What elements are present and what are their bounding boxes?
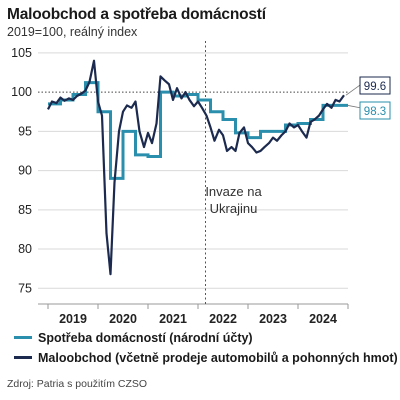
end-label-leader <box>345 84 361 96</box>
chart-subtitle: 2019=100, reálný index <box>7 25 138 39</box>
end-label-box-consumption <box>359 101 391 120</box>
x-tick-label: 2023 <box>259 312 287 326</box>
chart-title: Maloobchod a spotřeba domácností <box>7 6 266 23</box>
legend-item-consumption: Spotřeba domácností (národní účty) <box>14 331 253 345</box>
invasion-annotation: Ukrajinu <box>210 201 258 216</box>
y-tick-label: 105 <box>11 46 32 60</box>
x-tick-label: 2021 <box>159 312 187 326</box>
series-consumption-line <box>48 81 348 180</box>
end-label-leader <box>347 105 361 109</box>
legend-label-consumption: Spotřeba domácností (národní účty) <box>38 331 253 345</box>
x-tick-label: 2019 <box>59 312 87 326</box>
x-tick-label: 2020 <box>109 312 137 326</box>
x-tick-label: 2024 <box>309 312 337 326</box>
source-note: Zdroj: Patria s použitím CZSO <box>7 378 148 390</box>
x-tick-label: 2022 <box>209 312 237 326</box>
y-tick-label: 95 <box>18 124 32 138</box>
legend-swatch-consumption <box>14 336 32 340</box>
end-label-consumption: 98.3 <box>364 106 386 118</box>
invasion-annotation: Invaze na <box>205 184 262 199</box>
end-label-box-retail <box>359 76 391 95</box>
y-tick-label: 100 <box>11 85 32 99</box>
series-retail-line <box>47 59 345 276</box>
end-label-retail: 99.6 <box>364 81 386 93</box>
y-tick-label: 80 <box>18 242 32 256</box>
y-tick-label: 85 <box>18 203 32 217</box>
legend-swatch-retail <box>14 356 32 360</box>
legend-label-retail: Maloobchod (včetně prodeje automobilů a … <box>38 351 398 365</box>
legend-item-retail: Maloobchod (včetně prodeje automobilů a … <box>14 351 398 365</box>
y-tick-label: 75 <box>18 281 32 295</box>
y-tick-label: 90 <box>18 164 32 178</box>
